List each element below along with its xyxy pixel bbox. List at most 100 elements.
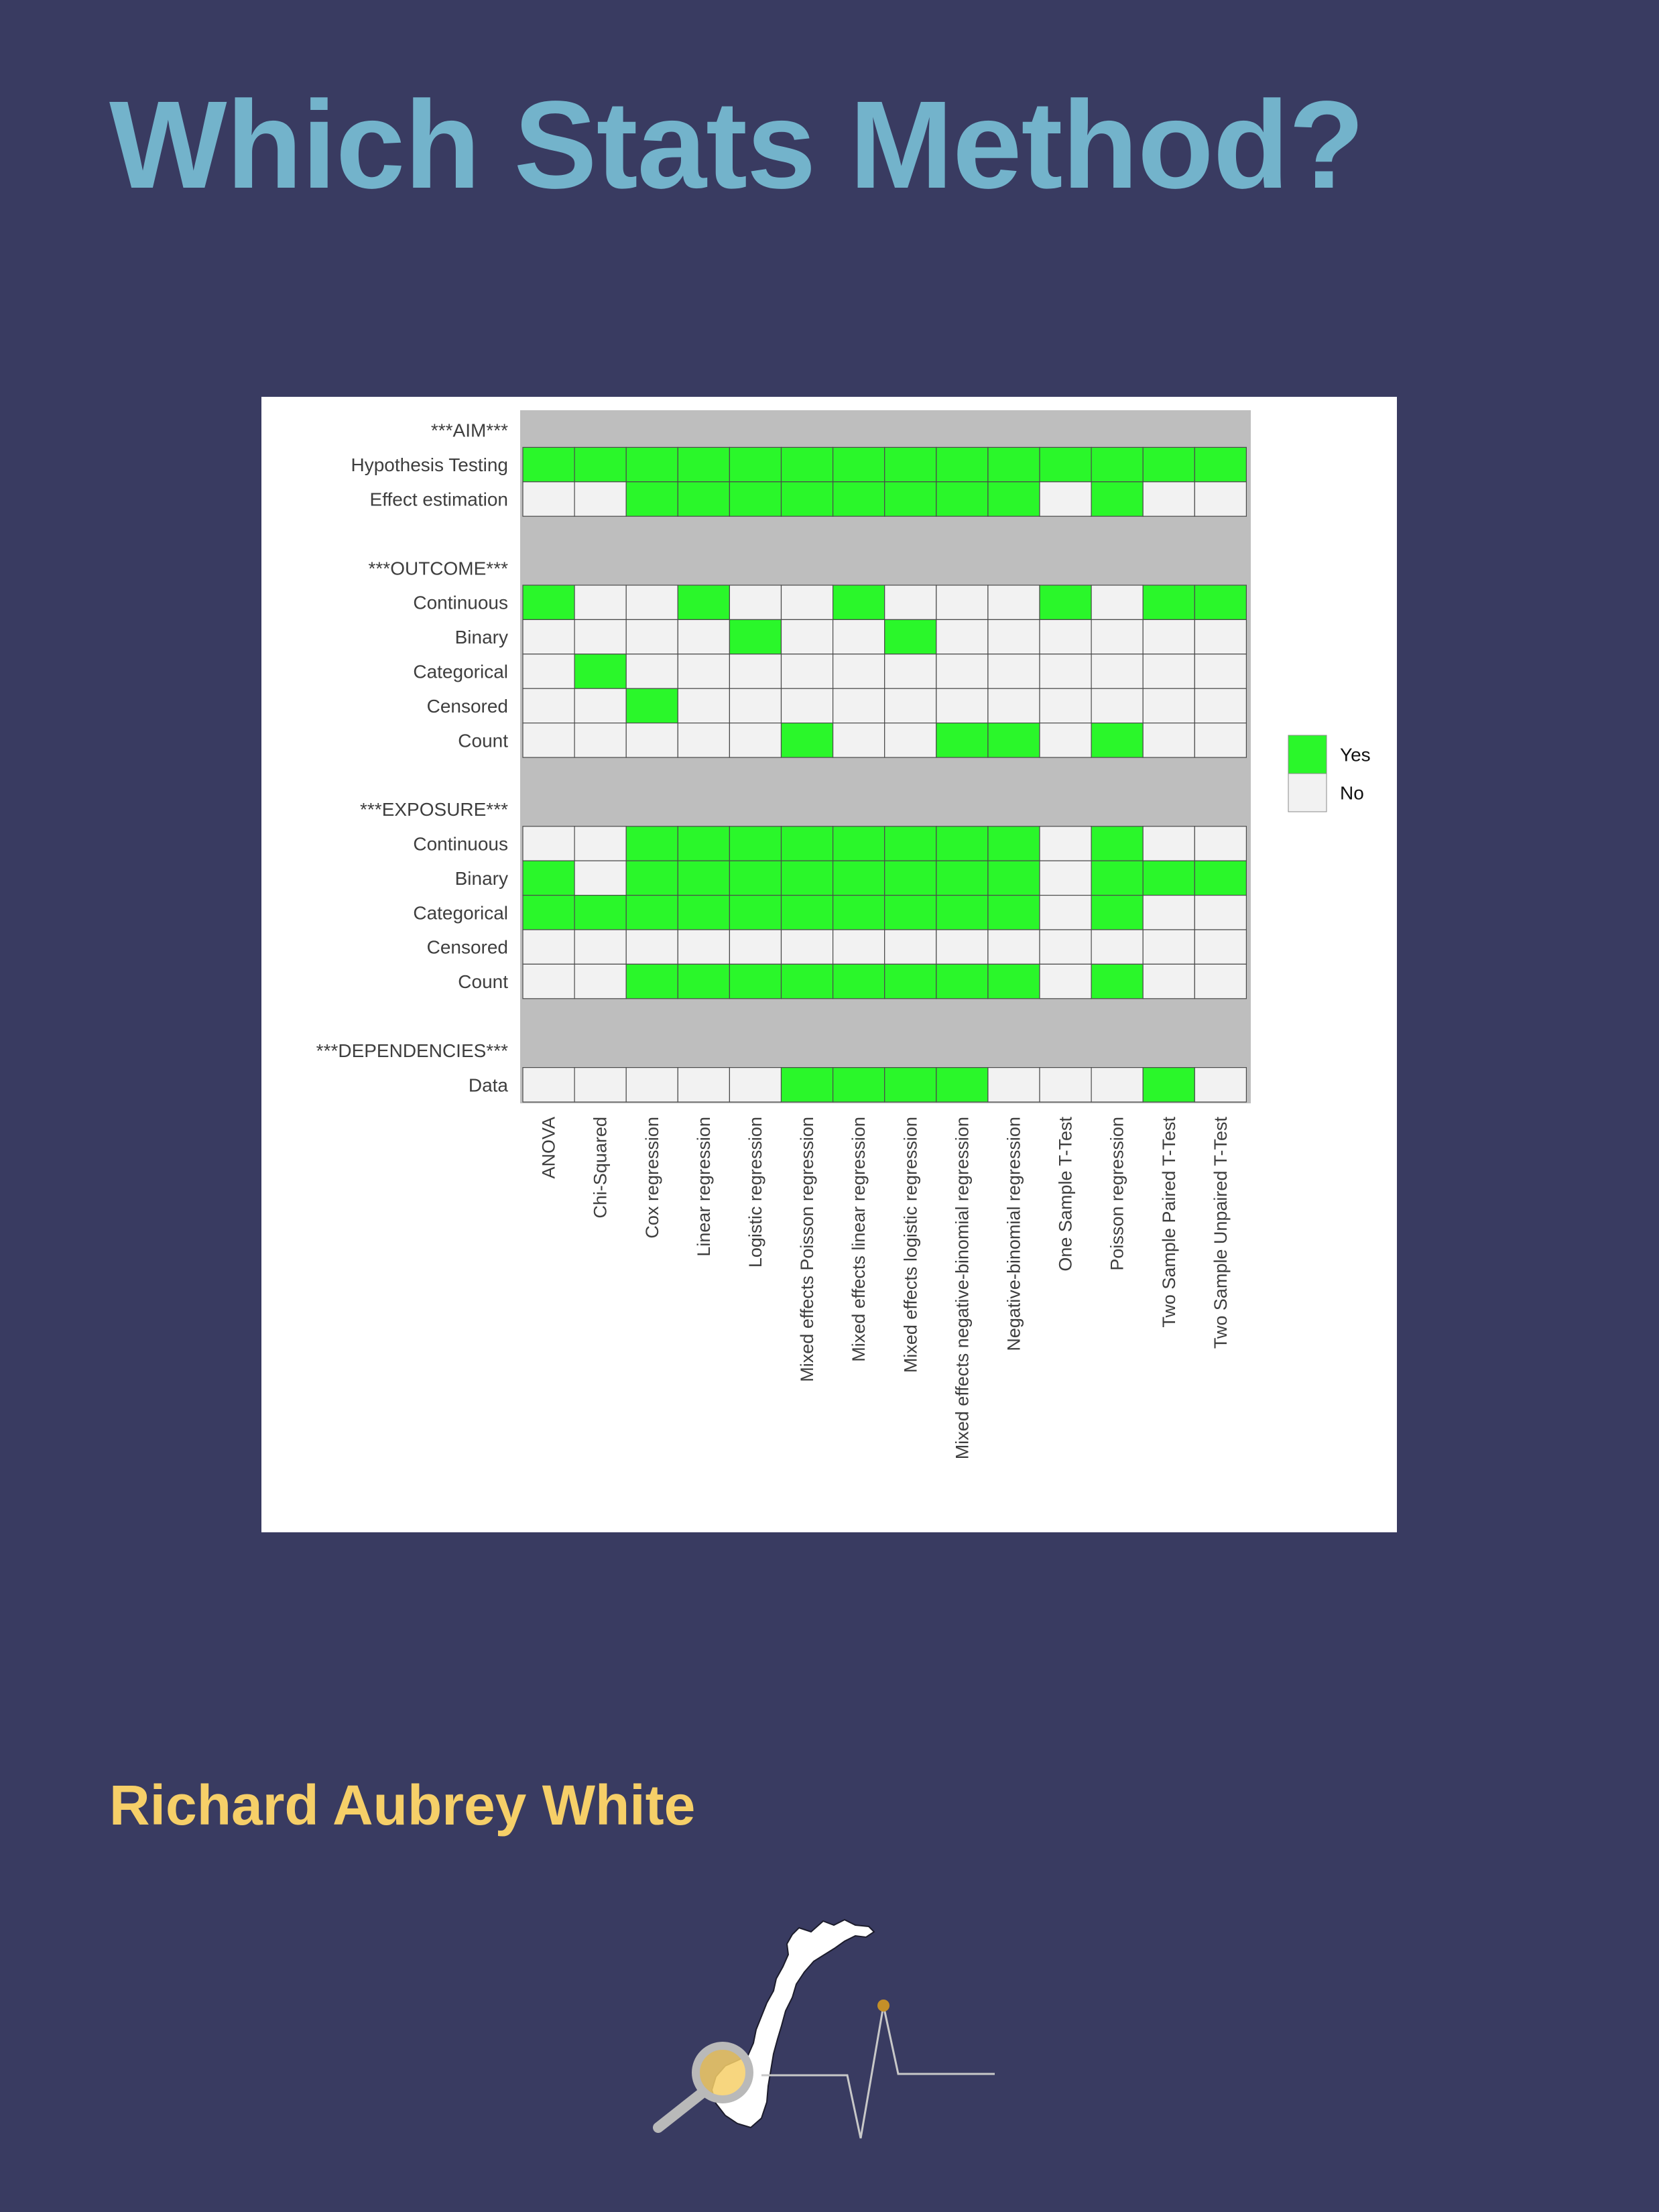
matrix-cell xyxy=(1194,1066,1247,1103)
matrix-cell xyxy=(1142,963,1195,999)
matrix-cell xyxy=(936,963,989,999)
matrix-cell xyxy=(832,688,885,724)
matrix-cell xyxy=(1039,723,1092,758)
legend-swatch xyxy=(1288,773,1327,812)
matrix-cell xyxy=(625,654,678,689)
matrix-cell xyxy=(936,826,989,861)
matrix-cell xyxy=(832,963,885,999)
matrix-cell xyxy=(677,826,730,861)
matrix-cell xyxy=(625,723,678,758)
legend-label: Yes xyxy=(1340,745,1371,765)
matrix-cell xyxy=(1142,929,1195,965)
section-header-label: ***DEPENDENCIES*** xyxy=(316,1040,508,1061)
matrix-cell xyxy=(1091,723,1144,758)
matrix-cell xyxy=(936,1066,989,1103)
matrix-cell xyxy=(1142,894,1195,930)
matrix-cell xyxy=(729,688,782,724)
matrix-cell xyxy=(625,963,678,999)
matrix-cell xyxy=(832,446,885,483)
matrix-cell xyxy=(574,654,627,689)
matrix-cell xyxy=(1194,826,1247,861)
matrix-cell xyxy=(1091,481,1144,517)
matrix-cell xyxy=(1194,688,1247,724)
matrix-cell xyxy=(677,1066,730,1103)
column-label: Cox regression xyxy=(642,1117,662,1239)
matrix-cell xyxy=(936,929,989,965)
matrix-cell xyxy=(729,826,782,861)
matrix-cell xyxy=(1091,585,1144,621)
matrix-cell xyxy=(832,481,885,517)
matrix-cell xyxy=(729,894,782,930)
matrix-cell xyxy=(1194,446,1247,483)
matrix-cell xyxy=(780,826,834,861)
matrix-cell xyxy=(884,654,937,689)
matrix-cell xyxy=(1142,1066,1195,1103)
matrix-cell xyxy=(677,963,730,999)
matrix-cell xyxy=(574,929,627,965)
matrix-cell xyxy=(832,929,885,965)
matrix-cell xyxy=(522,826,575,861)
column-label: Two Sample Unpaired T-Test xyxy=(1211,1117,1231,1349)
matrix-cell xyxy=(625,688,678,724)
matrix-cell xyxy=(729,654,782,689)
matrix-cell xyxy=(574,826,627,861)
matrix-cell xyxy=(936,688,989,724)
matrix-cell xyxy=(987,446,1040,483)
matrix-cell xyxy=(1091,1066,1144,1103)
matrix-cell xyxy=(1039,446,1092,483)
matrix-cell xyxy=(1194,860,1247,896)
matrix-cell xyxy=(936,619,989,655)
matrix-cell xyxy=(987,654,1040,689)
matrix-cell xyxy=(832,894,885,930)
row-label: Hypothesis Testing xyxy=(351,454,509,475)
matrix-cell xyxy=(1194,723,1247,758)
matrix-cell xyxy=(522,929,575,965)
matrix-cell xyxy=(677,688,730,724)
matrix-cell xyxy=(729,929,782,965)
matrix-cell xyxy=(1091,619,1144,655)
matrix-cell xyxy=(574,723,627,758)
matrix-cell xyxy=(832,654,885,689)
matrix-cell xyxy=(884,446,937,483)
matrix-cell xyxy=(1039,654,1092,689)
matrix-cell xyxy=(522,860,575,896)
matrix-cell xyxy=(987,723,1040,758)
matrix-cell xyxy=(677,654,730,689)
matrix-cell xyxy=(987,585,1040,621)
matrix-cell xyxy=(780,963,834,999)
matrix-cell xyxy=(729,585,782,621)
column-label: Two Sample Paired T-Test xyxy=(1159,1117,1179,1328)
matrix-cell xyxy=(884,619,937,655)
matrix-cell xyxy=(832,826,885,861)
matrix-cell xyxy=(987,826,1040,861)
matrix-cell xyxy=(1142,654,1195,689)
matrix-cell xyxy=(780,654,834,689)
column-label: Logistic regression xyxy=(745,1117,765,1268)
matrix-cell xyxy=(574,860,627,896)
matrix-cell xyxy=(574,585,627,621)
matrix-cell xyxy=(1142,860,1195,896)
matrix-cell xyxy=(574,688,627,724)
matrix-cell xyxy=(574,894,627,930)
method-matrix-chart: ***AIM*** Hypothesis Testing Effect estima… xyxy=(316,410,1371,1459)
matrix-cell xyxy=(1142,446,1195,483)
matrix-cell xyxy=(625,481,678,517)
matrix-cell xyxy=(780,481,834,517)
column-label: Mixed effects logistic regression xyxy=(900,1117,920,1373)
column-label: Mixed effects negative-binomial regressi… xyxy=(952,1117,972,1459)
matrix-cell xyxy=(625,446,678,483)
matrix-cell xyxy=(1142,481,1195,517)
matrix-cell xyxy=(987,894,1040,930)
column-label: Negative-binomial regression xyxy=(1003,1117,1024,1351)
matrix-cell xyxy=(574,1066,627,1103)
heartbeat-line-icon xyxy=(761,2000,995,2139)
matrix-cell xyxy=(884,894,937,930)
matrix-cell xyxy=(1039,963,1092,999)
column-label: ANOVA xyxy=(539,1117,559,1179)
matrix-cell xyxy=(522,481,575,517)
matrix-cell xyxy=(1091,929,1144,965)
matrix-cell xyxy=(987,688,1040,724)
matrix-cell xyxy=(1142,688,1195,724)
matrix-cell xyxy=(780,723,834,758)
column-label: Mixed effects Poisson regression xyxy=(797,1117,817,1382)
